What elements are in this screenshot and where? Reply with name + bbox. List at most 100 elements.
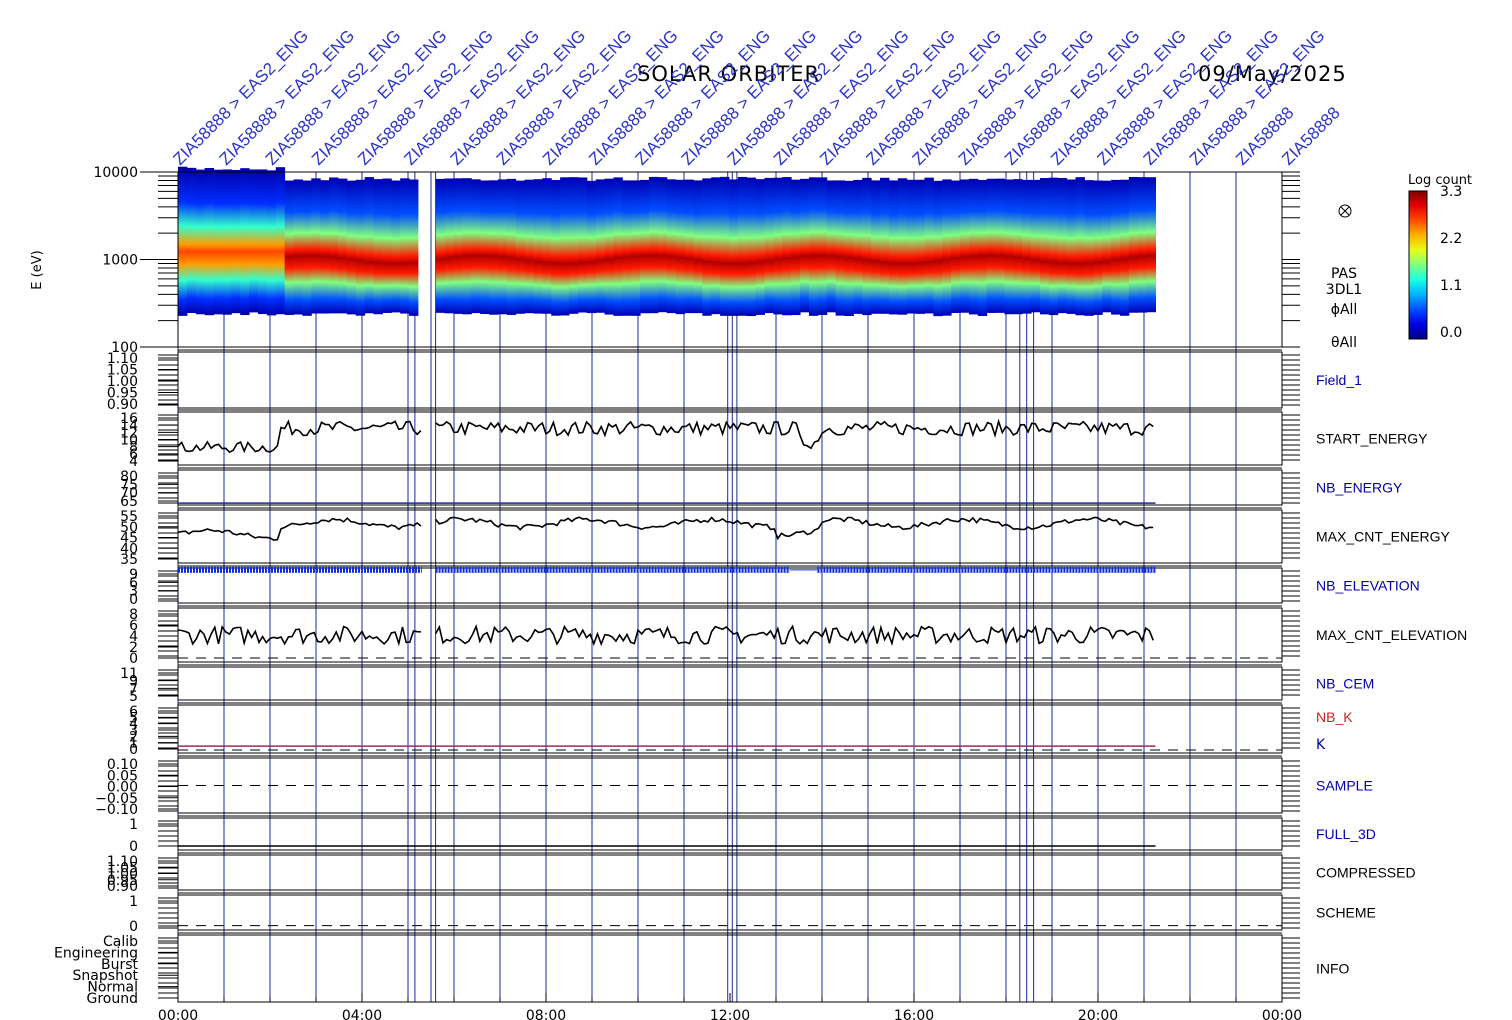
- spectrogram-column: [497, 179, 508, 315]
- spectrogram-column: [853, 179, 863, 314]
- panel-ytick-label: 1: [129, 736, 138, 752]
- spectrogram-column: [533, 179, 543, 314]
- spectrogram-side-label: θAll: [1331, 335, 1357, 351]
- panel-ytick-label: 10: [120, 433, 138, 449]
- spectrogram-column: [453, 178, 463, 314]
- spectrogram-column: [604, 178, 614, 315]
- spectrogram-column: [560, 177, 570, 316]
- panel-ytick-label: 0: [129, 592, 138, 608]
- spectrogram-column: [728, 179, 739, 316]
- panel-ytick-label: 9: [129, 567, 138, 583]
- panel-ytick-label: 0: [129, 651, 138, 667]
- panel-info: CalibEngineeringBurstSnapshotNormalGroun…: [54, 932, 1350, 1007]
- panel-ytick-label: Normal: [87, 980, 138, 996]
- spectrogram-column: [915, 179, 925, 314]
- spectrogram-column: [782, 177, 792, 316]
- spectrogram-column: [960, 179, 970, 313]
- panel-ytick-label: 0: [129, 742, 138, 758]
- panel-ytick-label: 16: [120, 411, 138, 427]
- panel-ytick-label: 0.95: [107, 873, 138, 889]
- panel-frame: [177, 351, 1283, 409]
- panel-label: MAX_CNT_ENERGY: [1316, 529, 1450, 545]
- panel-ytick-label: 8: [129, 607, 138, 623]
- panel-sample: 0.100.050.00−0.05−0.10 SAMPLE: [95, 755, 1373, 818]
- spectrogram-column: [995, 178, 1005, 313]
- panel-ytick-label: 6: [129, 447, 138, 463]
- panel-ytick-label: 55: [120, 509, 138, 525]
- panel-label: NB_K: [1316, 709, 1353, 725]
- timeseries-panels: 1.101.051.000.950.90Field_116141210864ST…: [54, 349, 1467, 1007]
- spectrogram-column: [577, 177, 588, 313]
- panel-frame: [177, 607, 1283, 663]
- panel-ytick-label: 1.10: [107, 854, 138, 870]
- spectrogram-column: [808, 177, 819, 316]
- spectrogram-column: [249, 169, 259, 313]
- panel-field_1: 1.101.051.000.950.90 Field_1: [107, 349, 1362, 413]
- spectrogram-column: [1057, 178, 1068, 314]
- spectrogram-column: [337, 178, 348, 314]
- spectrogram-column: [311, 178, 321, 314]
- spectrogram-column: [684, 179, 694, 314]
- spectrogram-column: [204, 168, 215, 316]
- panel-frame: [177, 704, 1283, 754]
- spectrogram-column: [391, 180, 401, 313]
- x-tick-label: 16:00: [894, 1008, 934, 1020]
- panel-ytick-label: 0.10: [107, 757, 138, 773]
- spectrogram-column: [373, 179, 383, 315]
- panel-frame: [177, 567, 1283, 604]
- spectrogram-column: [737, 176, 748, 316]
- panel-label: SCHEME: [1316, 905, 1376, 921]
- spectrogram-column: [826, 180, 837, 313]
- spectrogram-column: [240, 168, 250, 316]
- spectrogram-column: [1093, 180, 1103, 315]
- panel-ytick-label: 1: [129, 817, 138, 833]
- spectrogram-column: [257, 169, 268, 315]
- spectrogram-column: [702, 178, 712, 316]
- spectrogram-column: [595, 179, 606, 313]
- panel-full_3d: 1 0 FULL_3D: [129, 815, 1376, 855]
- x-tick-label: 00:00: [1262, 1008, 1302, 1020]
- spectrogram-column: [773, 177, 783, 315]
- spectrogram-column: [666, 179, 677, 314]
- spectrogram-column: [1111, 179, 1121, 315]
- spectrogram-column: [1119, 179, 1130, 316]
- spectrogram-column: [284, 180, 295, 315]
- mission-title: SOLAR ORBITER: [637, 62, 821, 86]
- spectrogram-column: [569, 177, 579, 314]
- panel-ytick-label: 0.05: [107, 768, 138, 784]
- colorbar-tick-label: 2.2: [1440, 231, 1462, 247]
- spectrogram-column: [835, 180, 845, 316]
- spectrogram-column: [631, 180, 641, 316]
- x-tick-label: 12:00: [710, 1008, 750, 1020]
- spectrogram-column: [1137, 177, 1148, 313]
- spectrogram-column: [817, 177, 828, 315]
- spectrogram-column: [791, 179, 801, 316]
- panel-ytick-label: 11: [120, 666, 138, 682]
- panel-ytick-label: 8: [129, 440, 138, 456]
- panel-scheme: 1 0 SCHEME: [129, 892, 1376, 935]
- spectrogram-column: [329, 177, 339, 314]
- spectrogram-column: [186, 167, 197, 314]
- panel-label: Field_1: [1316, 372, 1362, 388]
- spectrogram-column: [506, 178, 517, 315]
- panel-ytick-label: 3: [129, 584, 138, 600]
- spectrogram-column: [640, 179, 650, 314]
- panel-ytick-label: 4: [129, 629, 138, 645]
- spectrogram-column: [986, 178, 997, 313]
- spectrogram-column: [275, 167, 286, 315]
- spectrogram-column: [444, 178, 454, 314]
- panel-ytick-label: Snapshot: [73, 968, 139, 984]
- time-axis: 00:00 04:00 08:00 12:00 16:00 20:00 00:00: [158, 993, 1302, 1020]
- spectrogram-column: [586, 180, 597, 314]
- panel-label: NB_ELEVATION: [1316, 578, 1420, 594]
- panel-ytick-label: 1.05: [107, 363, 138, 379]
- panel-ytick-label: 7: [129, 681, 138, 697]
- panel-ytick-label: 0: [129, 839, 138, 855]
- panel-ytick-label: 2: [129, 729, 138, 745]
- panel-ytick-label: 1.05: [107, 860, 138, 876]
- spectrogram-column: [471, 179, 481, 314]
- spectrogram-column: [222, 169, 232, 315]
